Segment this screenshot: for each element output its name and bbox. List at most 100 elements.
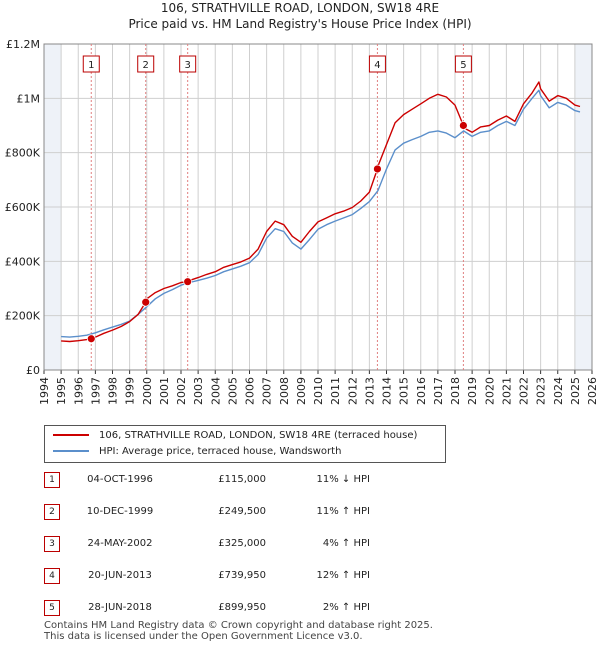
sale-price: £115,000	[218, 474, 266, 485]
x-tick-label: 1996	[72, 377, 85, 405]
sale-markers: 1 2 3 4 5	[82, 55, 472, 344]
x-tick-label: 2016	[415, 377, 428, 405]
footer-license: This data is licensed under the Open Gov…	[44, 631, 363, 642]
legend-item-hpi: HPI: Average price, terraced house, Wand…	[53, 444, 341, 460]
x-tick-label: 2014	[381, 377, 394, 405]
sale-price: £325,000	[218, 538, 266, 549]
sale-point	[458, 121, 468, 130]
series-line	[61, 81, 581, 343]
y-tick-label: £1.2M	[6, 38, 40, 51]
sale-row: 1 04-OCT-1996 £115,000 11% ↓ HPI	[0, 470, 600, 490]
sale-label-box	[368, 55, 386, 73]
y-tick-label: £200K	[5, 310, 41, 323]
sale-hpi-change: 11% ↑ HPI	[316, 506, 370, 517]
sale-label-box	[82, 55, 100, 73]
sale-label-box	[179, 55, 197, 73]
x-tick-label: 2025	[569, 377, 582, 405]
legend-item-property: 106, STRATHVILLE ROAD, LONDON, SW18 4RE …	[53, 428, 417, 444]
x-tick-label: 2000	[141, 377, 154, 405]
x-tick-label: 1999	[124, 377, 137, 405]
sale-number-badge: 1	[44, 472, 60, 488]
x-tick-label: 2004	[209, 377, 222, 405]
x-tick-label: 2015	[398, 377, 411, 405]
sale-label-text: 2	[143, 60, 149, 71]
x-tick-label: 2002	[175, 377, 188, 405]
sale-label-box	[454, 55, 472, 73]
sale-label-text: 5	[460, 60, 466, 71]
legend-swatch-hpi	[53, 450, 89, 452]
axes: 1994 1995 1996 1997 1998 1999 2000 2001 2002 2003…	[5, 38, 599, 405]
sale-row: 4 20-JUN-2013 £739,950 12% ↑ HPI	[0, 566, 600, 586]
sale-hpi-change: 12% ↑ HPI	[316, 570, 370, 581]
plot-frame	[43, 43, 593, 371]
sale-label-text: 1	[88, 60, 94, 71]
sale-date: 20-JUN-2013	[88, 570, 152, 581]
series-line	[61, 89, 581, 338]
x-tick-label: 2009	[295, 377, 308, 405]
sale-row: 3 24-MAY-2002 £325,000 4% ↑ HPI	[0, 534, 600, 554]
sale-label-text: 4	[374, 60, 380, 71]
x-tick-label: 2011	[329, 377, 342, 405]
sale-label-text: 3	[184, 60, 190, 71]
sale-number-badge: 4	[44, 568, 60, 584]
x-tick-label: 2003	[192, 377, 205, 405]
sale-price: £739,950	[218, 570, 266, 581]
chart-title: 106, STRATHVILLE ROAD, LONDON, SW18 4RE	[160, 1, 440, 15]
sale-number-badge: 5	[44, 600, 60, 616]
sale-hpi-change: 2% ↑ HPI	[322, 602, 370, 613]
chart-subtitle: Price paid vs. HM Land Registry's House …	[128, 17, 472, 31]
price-chart: 1994 1995 1996 1997 1998 1999 2000 2001 2002 2003…	[5, 38, 599, 405]
x-tick-label: 2001	[158, 377, 171, 405]
sale-price: £249,500	[218, 506, 266, 517]
sale-point	[183, 277, 193, 287]
sale-date: 10-DEC-1999	[86, 506, 154, 517]
x-tick-label: 2005	[226, 377, 239, 405]
sale-date: 04-OCT-1996	[87, 474, 153, 485]
x-tick-label: 2008	[278, 377, 291, 405]
footer: Contains HM Land Registry data © Crown c…	[44, 620, 433, 642]
legend-label-property: 106, STRATHVILLE ROAD, LONDON, SW18 4RE …	[99, 430, 418, 441]
x-tick-label: 2019	[466, 377, 479, 405]
legend-label-hpi: HPI: Average price, terraced house, Wand…	[99, 446, 342, 457]
y-tick-label: £0	[26, 364, 40, 377]
x-tick-label: 1998	[107, 377, 120, 405]
x-tick-label: 2020	[483, 377, 496, 405]
x-tick-label: 2018	[449, 377, 462, 405]
sale-number-badge: 3	[44, 536, 60, 552]
x-tick-label: 2026	[586, 377, 599, 405]
x-tick-label: 2013	[363, 377, 376, 405]
sale-date: 24-MAY-2002	[87, 538, 153, 549]
sale-hpi-change: 11% ↓ HPI	[316, 474, 370, 485]
x-tick-label: 2017	[432, 377, 445, 405]
sale-number-badge: 2	[44, 504, 60, 520]
x-tick-label: 2006	[244, 377, 257, 405]
sale-point	[141, 297, 151, 307]
sale-hpi-change: 4% ↑ HPI	[322, 538, 370, 549]
sale-date: 28-JUN-2018	[88, 602, 152, 613]
series-lines	[61, 81, 581, 343]
y-tick-label: £800K	[5, 147, 41, 160]
x-tick-label: 2010	[312, 377, 325, 405]
footer-copyright: Contains HM Land Registry data © Crown c…	[44, 620, 433, 631]
x-tick-label: 2007	[261, 377, 274, 405]
sale-point	[373, 164, 382, 174]
x-tick-label: 2012	[346, 377, 359, 405]
x-tick-label: 1995	[55, 377, 68, 405]
y-tick-label: £1M	[17, 92, 41, 105]
y-tick-label: £400K	[5, 255, 41, 268]
sale-row: 2 10-DEC-1999 £249,500 11% ↑ HPI	[0, 502, 600, 522]
sale-row: 5 28-JUN-2018 £899,950 2% ↑ HPI	[0, 598, 600, 618]
sale-point	[86, 334, 96, 344]
x-tick-label: 1997	[89, 377, 102, 405]
x-tick-label: 1994	[38, 377, 51, 405]
x-tick-label: 2024	[552, 377, 565, 405]
x-tick-label: 2022	[518, 377, 531, 405]
sale-price: £899,950	[218, 602, 266, 613]
gridlines	[43, 43, 593, 371]
x-tick-label: 2023	[535, 377, 548, 405]
y-tick-label: £600K	[5, 201, 41, 214]
legend: 106, STRATHVILLE ROAD, LONDON, SW18 4RE …	[44, 425, 446, 463]
x-tick-label: 2021	[500, 377, 513, 405]
sale-label-box	[137, 55, 155, 73]
legend-swatch-property	[53, 434, 89, 436]
